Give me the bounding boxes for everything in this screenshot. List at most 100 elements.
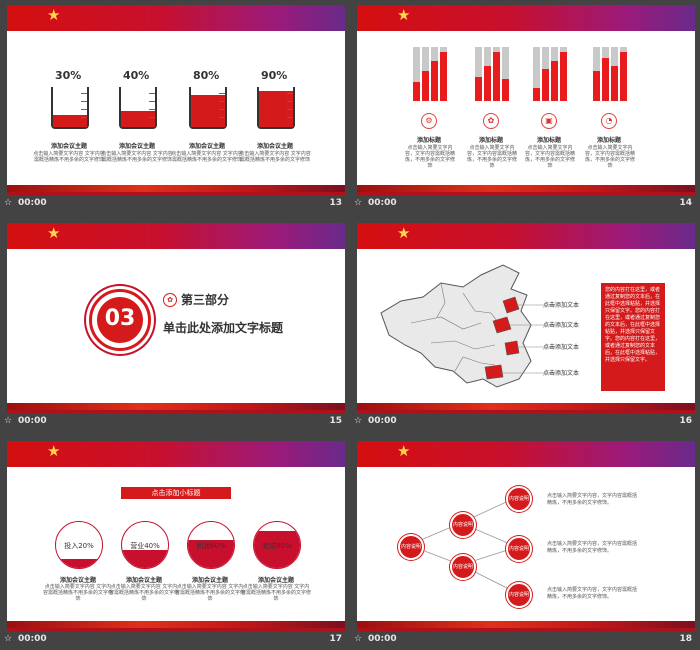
beaker-fill — [53, 115, 87, 127]
group-desc: 点击输入简要文字内容，文字内容需概括精炼，不用多余的文字修饰 — [584, 145, 635, 169]
group-desc: 点击输入简要文字内容，文字内容需概括精炼，不用多余的文字修饰 — [466, 145, 517, 169]
bar — [533, 47, 540, 101]
slide-18-thumbnail[interactable]: ★ 内容说明 内容说明 内容说明 内容说明 内容说明 内容说明 点击输入简要文字内容，文字… — [350, 436, 695, 650]
animation-icon[interactable]: ☆ — [4, 416, 13, 426]
slide-18: ★ 内容说明 内容说明 内容说明 内容说明 内容说明 内容说明 点击输入简要文字内容，文字… — [357, 441, 695, 631]
beaker-percent: 80% — [193, 69, 220, 82]
pie-desc: 点击输入简要文字内容 文字内容需概括精炼不用多余的文字修饰 — [109, 584, 180, 602]
section-number: 03 — [104, 306, 136, 331]
bar-fill — [422, 71, 429, 101]
beaker-desc: 点击输入简要文字内容 文字内容需概括精炼不用多余的文字修饰 — [33, 151, 105, 163]
bar — [484, 47, 491, 101]
beaker-title: 添加会议主题 — [118, 143, 155, 150]
group-desc: 点击输入简要文字内容，文字内容需概括精炼，不用多余的文字修饰 — [524, 145, 575, 169]
star-icon: ★ — [397, 6, 411, 24]
slide-time: 00:00 — [368, 416, 397, 426]
beaker-fill — [191, 95, 225, 127]
group-desc: 点击输入简要文字内容，文字内容需概括精炼，不用多余的文字修饰 — [404, 145, 455, 169]
bar — [551, 47, 558, 101]
bar-fill — [440, 52, 447, 101]
slide-meta: ☆ 00:00 17 — [4, 634, 342, 648]
pie-title: 添加会议主题 — [125, 577, 162, 584]
progress-circle: 利润60% — [187, 521, 235, 569]
progress-label: 投入20% — [64, 542, 94, 550]
group-icon: ✿ — [483, 113, 499, 129]
node-text: 点击输入简要文字内容，文字内容需概括精炼，不用多余的文字修饰。 — [547, 541, 638, 554]
node-text: 点击输入简要文字内容，文字内容需概括精炼，不用多余的文字修饰。 — [547, 493, 638, 506]
pie-title: 添加会议主题 — [257, 577, 294, 584]
map-region-3 — [504, 340, 520, 356]
bar — [440, 47, 447, 101]
slide-number: 13 — [329, 198, 342, 208]
animation-icon[interactable]: ☆ — [354, 634, 363, 644]
slide-number: 17 — [329, 634, 342, 644]
bar — [620, 47, 627, 101]
animation-icon[interactable]: ☆ — [354, 416, 363, 426]
group-icon: ⚙ — [421, 113, 437, 129]
slide-number: 15 — [329, 416, 342, 426]
progress-fill — [122, 549, 168, 568]
bar-fill — [533, 87, 540, 101]
footer-strip — [7, 621, 345, 631]
group-icon: ◔ — [601, 113, 617, 129]
slide-16-thumbnail[interactable]: ★ 点击添加文本 点击添加文本 点击添加文本 点击添加文本 您的内容打在这里，或者通过… — [350, 218, 695, 432]
bar — [593, 47, 600, 101]
bar — [560, 47, 567, 101]
bar — [431, 47, 438, 101]
progress-label: 利润60% — [196, 542, 226, 550]
animation-icon[interactable]: ☆ — [4, 634, 13, 644]
slide-meta: ☆ 00:00 14 — [354, 198, 692, 212]
beaker-fill — [121, 111, 155, 127]
beaker-desc: 点击输入简要文字内容 文字内容需概括精炼不用多余的文字修饰 — [101, 151, 173, 163]
progress-label: 营业40% — [130, 542, 160, 550]
text-panel: 您的内容打在这里，或者通过复制您的文本后，在此框中选择粘贴，并选择只保留文字。您… — [601, 283, 665, 391]
section-badge: 03 — [89, 289, 151, 351]
progress-label: 完成80% — [262, 542, 292, 550]
progress-circle: 营业40% — [121, 521, 169, 569]
bar-fill — [502, 79, 509, 101]
bar-fill — [602, 57, 609, 101]
section-icon: ✿ — [163, 293, 177, 307]
subtitle-text: 点击添加小标题 — [151, 489, 201, 497]
slide-13-thumbnail[interactable]: ★ 30% 添加会议主题 点击输入简要文字内容 文字内容需概括精炼不用多余的文字修饰… — [0, 0, 345, 214]
bar — [413, 47, 420, 101]
star-icon: ★ — [47, 442, 61, 460]
beaker — [51, 87, 89, 129]
bar-fill — [475, 76, 482, 101]
bar — [475, 47, 482, 101]
content-node: 内容说明 — [506, 486, 532, 512]
animation-icon[interactable]: ☆ — [354, 198, 363, 208]
map-callout: 点击添加文本 — [543, 322, 580, 329]
star-icon: ★ — [397, 442, 411, 460]
footer-strip — [357, 621, 695, 631]
slide-15: ★ 03 ✿ 第三部分 单击此处添加文字标题 — [7, 223, 345, 413]
star-icon: ★ — [47, 6, 61, 24]
slide-15-thumbnail[interactable]: ★ 03 ✿ 第三部分 单击此处添加文字标题 ☆ 00:00 15 — [0, 218, 345, 432]
pie-desc: 点击输入简要文字内容 文字内容需概括精炼不用多余的文字修饰 — [175, 584, 246, 602]
slide-meta: ☆ 00:00 15 — [4, 416, 342, 430]
slide-13: ★ 30% 添加会议主题 点击输入简要文字内容 文字内容需概括精炼不用多余的文字修饰… — [7, 5, 345, 195]
bar-fill — [593, 71, 600, 101]
content-node: 内容说明 — [506, 536, 532, 562]
footer-strip — [357, 185, 695, 195]
map-region-2 — [492, 316, 512, 334]
china-map — [380, 264, 557, 388]
beaker-title: 添加会议主题 — [50, 143, 87, 150]
beaker-percent: 30% — [55, 69, 82, 82]
slide-16: ★ 点击添加文本 点击添加文本 点击添加文本 点击添加文本 您的内容打在这里，或者通过… — [357, 223, 695, 413]
bar-fill — [493, 52, 500, 101]
animation-icon[interactable]: ☆ — [4, 198, 13, 208]
bar-fill — [551, 60, 558, 101]
slide-14-thumbnail[interactable]: ★ ⚙ 添加标题 点击输入简要文字内容，文字内容需概括精炼，不用多余的文字修饰 ✿ 添加… — [350, 0, 695, 214]
slide-meta: ☆ 00:00 16 — [354, 416, 692, 430]
bar-fill — [542, 68, 549, 101]
bar — [502, 47, 509, 101]
slide-meta: ☆ 00:00 13 — [4, 198, 342, 212]
progress-fill — [188, 540, 234, 568]
star-icon: ★ — [397, 224, 411, 242]
slide-17-thumbnail[interactable]: ★ 点击添加小标题 投入20% 添加会议主题 点击输入简要文字内容 文字内容需概括精… — [0, 436, 345, 650]
slide-time: 00:00 — [18, 634, 47, 644]
slide-time: 00:00 — [368, 198, 397, 208]
content-node: 内容说明 — [398, 534, 424, 560]
bar — [611, 47, 618, 101]
